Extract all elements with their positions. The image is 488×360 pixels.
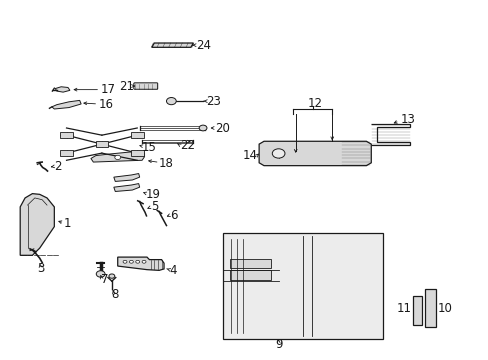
- Text: 10: 10: [437, 302, 452, 315]
- Text: 3: 3: [38, 262, 45, 275]
- Bar: [95, 141, 108, 147]
- Circle shape: [166, 98, 176, 105]
- Circle shape: [142, 260, 146, 263]
- Text: 1: 1: [64, 217, 71, 230]
- Text: 22: 22: [180, 139, 195, 152]
- Text: 8: 8: [111, 288, 118, 301]
- Bar: [229, 259, 271, 268]
- Bar: [60, 132, 73, 138]
- Polygon shape: [52, 100, 81, 109]
- Circle shape: [136, 260, 140, 263]
- Text: 4: 4: [168, 264, 176, 277]
- Polygon shape: [20, 194, 54, 255]
- Polygon shape: [91, 151, 144, 162]
- Circle shape: [109, 274, 115, 278]
- Bar: [60, 150, 73, 156]
- Text: 18: 18: [159, 157, 174, 170]
- Circle shape: [199, 125, 206, 131]
- Text: 23: 23: [206, 95, 221, 108]
- Circle shape: [115, 155, 121, 159]
- Text: 15: 15: [142, 140, 157, 153]
- Bar: [131, 150, 143, 156]
- Polygon shape: [152, 43, 193, 47]
- Text: 20: 20: [215, 122, 230, 135]
- Text: 11: 11: [395, 302, 410, 315]
- Polygon shape: [114, 184, 140, 192]
- Text: 19: 19: [146, 188, 161, 201]
- Text: 9: 9: [274, 338, 282, 351]
- Polygon shape: [259, 141, 370, 166]
- Text: 21: 21: [119, 80, 134, 93]
- Text: 12: 12: [307, 97, 322, 110]
- Text: 2: 2: [54, 160, 61, 173]
- Circle shape: [129, 260, 133, 263]
- Bar: [424, 289, 435, 327]
- Polygon shape: [55, 87, 70, 92]
- Text: 7: 7: [101, 273, 108, 286]
- Circle shape: [272, 149, 285, 158]
- Bar: [229, 270, 271, 280]
- Text: 13: 13: [400, 113, 415, 126]
- Text: 5: 5: [151, 201, 158, 213]
- Polygon shape: [118, 257, 163, 270]
- Circle shape: [96, 271, 105, 277]
- Text: 24: 24: [195, 39, 210, 52]
- Text: 14: 14: [243, 149, 258, 162]
- Bar: [131, 132, 143, 138]
- Text: 17: 17: [101, 83, 116, 96]
- Bar: [222, 233, 383, 338]
- Circle shape: [123, 260, 127, 263]
- Bar: [412, 296, 421, 325]
- Text: 6: 6: [170, 209, 178, 222]
- Text: 16: 16: [98, 98, 113, 111]
- FancyBboxPatch shape: [134, 83, 158, 89]
- Polygon shape: [114, 174, 140, 181]
